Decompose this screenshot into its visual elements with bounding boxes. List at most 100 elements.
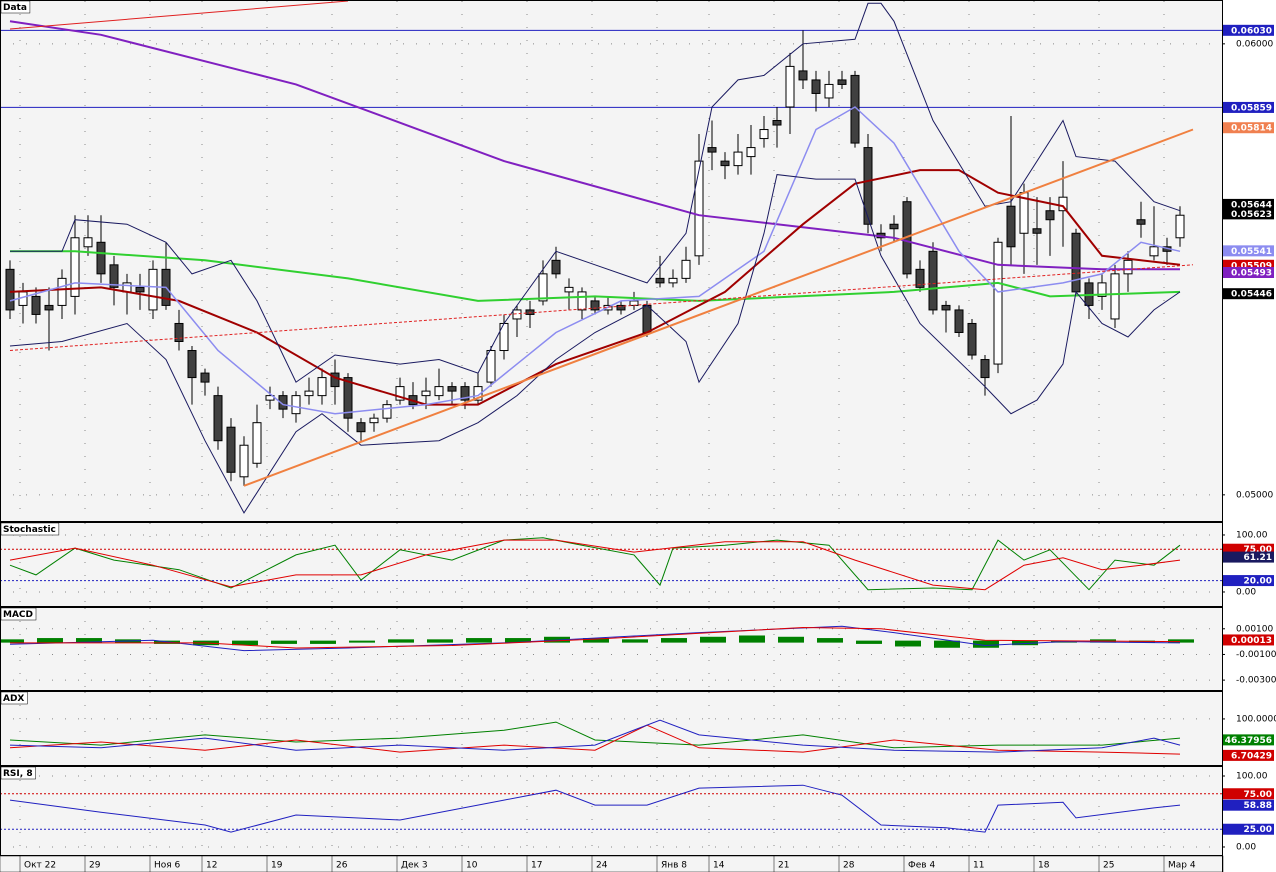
x-tick-label: 11: [973, 861, 984, 871]
candle-body: [564, 286, 574, 293]
candle-body: [798, 70, 808, 81]
candle-body: [96, 241, 106, 275]
candle-body: [655, 277, 665, 284]
candle-body: [941, 304, 951, 311]
price-marker-label: 75.00: [1244, 545, 1272, 555]
price-marker-label: 46.37956: [1225, 736, 1272, 746]
price-marker: [1223, 823, 1274, 835]
histogram-bar: [76, 638, 102, 643]
x-tick-label: 25: [1103, 861, 1114, 871]
candle-body: [668, 277, 678, 284]
candle-body: [681, 259, 691, 279]
panel: [0, 608, 1222, 690]
candle-body: [694, 160, 704, 257]
candle-body: [330, 372, 340, 388]
candle-body: [135, 286, 145, 293]
price-marker-label: 58.88: [1244, 801, 1272, 811]
panel-title-box: [0, 766, 36, 780]
candle-body: [1136, 219, 1146, 225]
histogram-bar: [1168, 639, 1194, 643]
candle-body: [967, 322, 977, 356]
indicator-line: [243, 128, 1194, 487]
y-tick-label: 0.05000: [1236, 490, 1273, 500]
histogram-bar: [271, 640, 297, 644]
histogram-bar: [856, 640, 882, 644]
indicator-line: [9, 625, 1181, 652]
panel: [0, 523, 1222, 606]
price-marker: [1223, 122, 1274, 134]
candle-body: [356, 422, 366, 433]
candle-body: [369, 417, 379, 424]
price-marker: [1223, 101, 1274, 113]
candle-body: [421, 390, 431, 397]
indicator-line: [9, 174, 1181, 514]
x-tick-label: 21: [778, 861, 789, 871]
indicator-line: [10, 2, 1181, 383]
indicator-line: [9, 539, 1181, 591]
panel-background: [0, 767, 1222, 855]
candle-body: [460, 386, 470, 401]
price-marker: [1223, 208, 1274, 220]
price-marker-label: 75.00: [1244, 790, 1272, 800]
price-marker: [1223, 551, 1274, 563]
histogram-bar: [895, 640, 921, 647]
histogram-bar: [232, 640, 258, 646]
candle-body: [70, 237, 80, 297]
indicator-line: [9, 719, 1181, 753]
candle-body: [525, 309, 535, 315]
panel-title: Data: [3, 3, 27, 13]
indicator-line: [9, 106, 1181, 415]
panel-title: MACD: [3, 610, 33, 620]
candle-body: [148, 268, 158, 311]
x-tick-label: 14: [713, 861, 725, 871]
price-marker-label: 0.05509: [1231, 261, 1272, 271]
candle-body: [304, 390, 314, 397]
candle-body: [915, 268, 925, 288]
indicator-line: [10, 250, 1181, 302]
candle-body: [174, 322, 184, 343]
indicator-line: [10, 626, 1181, 649]
histogram-bar: [427, 639, 453, 643]
y-tick-label: 0.06000: [1236, 39, 1273, 49]
candle-body: [434, 386, 444, 397]
price-marker: [1223, 267, 1274, 279]
price-marker-label: 0.06030: [1231, 26, 1272, 36]
candle-body: [629, 300, 639, 306]
candle-body: [239, 444, 249, 478]
candle-body: [395, 386, 405, 401]
x-tick-label: 17: [531, 861, 542, 871]
candle-body: [1071, 232, 1081, 293]
candle-body: [980, 359, 990, 379]
candle-body: [200, 372, 210, 383]
candle-body: [551, 259, 561, 275]
histogram-bar: [739, 635, 765, 643]
candle-body: [746, 147, 756, 158]
candle-body: [317, 377, 327, 397]
candle-body: [382, 404, 392, 419]
panel-background: [0, 1, 1222, 521]
y-tick-label: -0.00300: [1236, 676, 1276, 686]
candle-body: [954, 309, 964, 333]
candle-body: [993, 241, 1003, 365]
candle-body: [31, 295, 41, 315]
price-marker-label: 61.21: [1244, 553, 1272, 563]
panel-title-box: [0, 0, 31, 14]
candle-body: [83, 237, 93, 248]
candle-body: [928, 250, 938, 311]
candle-body: [278, 395, 288, 410]
panel-title-box: [0, 522, 60, 536]
candle-body: [57, 277, 67, 306]
price-marker-label: 0.05541: [1231, 247, 1272, 257]
price-marker: [1223, 259, 1274, 271]
panel: [0, 692, 1222, 765]
panel-title: RSI, 8: [3, 769, 33, 779]
panel-background: [0, 692, 1222, 765]
price-marker-label: 0.05493: [1231, 269, 1272, 279]
indicator-line: [9, 20, 1180, 271]
y-tick-label: -0.00100: [1236, 650, 1276, 660]
candle-body: [642, 304, 652, 333]
candle-body: [707, 147, 717, 153]
price-marker-label: 0.05446: [1231, 290, 1272, 300]
candle-body: [499, 322, 509, 352]
indicator-line: [9, 264, 1194, 351]
